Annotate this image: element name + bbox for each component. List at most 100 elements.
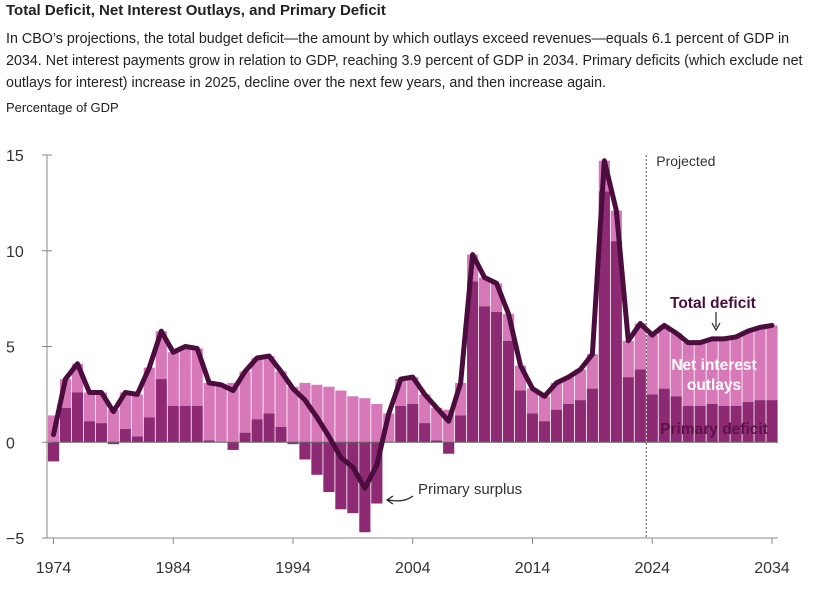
net-interest-bar-2019 [586,354,598,389]
net-interest-bar-1975 [59,379,72,408]
y-axis-label: Percentage of GDP [6,100,119,115]
net-interest-bar-2018 [574,369,586,401]
primary-deficit-bar-2034 [766,400,778,443]
primary-deficit-bar-2023 [634,369,646,443]
net-interest-bar-1995 [299,382,311,443]
primary-deficit-bar-2022 [622,377,634,443]
primary-deficit-bar-1993 [275,426,287,443]
x-tick-label-6: 2034 [754,560,790,577]
primary-deficit-bar-2018 [574,400,586,443]
net-interest-label-line1: Net interest [671,357,756,374]
net-interest-bar-2002 [383,413,395,443]
primary-deficit-bar-1992 [263,413,275,443]
primary-deficit-bar-2001 [371,442,383,504]
primary-deficit-bar-2029 [706,403,718,443]
net-interest-bar-2022 [622,340,634,378]
net-interest-bar-1984 [167,352,179,406]
primary-deficit-bars [47,191,778,533]
net-interest-bar-2011 [490,283,503,313]
primary-deficit-bar-2013 [514,390,527,443]
net-interest-bar-2012 [502,313,515,341]
net-interest-bar-2024 [646,335,658,395]
net-interest-bar-1997 [323,386,335,443]
primary-deficit-bar-2025 [658,388,670,443]
chart-caption: In CBO’s projections, the total budget d… [6,31,803,91]
net-interest-bar-1986 [191,348,203,406]
primary-deficit-bar-1979 [107,442,119,445]
primary-deficit-bar-2027 [682,405,694,443]
primary-deficit-bar-2010 [479,306,491,443]
net-interest-bar-2010 [479,277,491,307]
primary-deficit-bar-2019 [586,388,598,443]
net-interest-bar-2025 [658,325,670,389]
primary-deficit-bar-2016 [550,409,563,443]
net-interest-bar-2005 [419,394,431,424]
net-interest-bar-2001 [371,403,383,443]
net-interest-bar-2030 [718,338,730,406]
primary-deficit-bar-2009 [467,281,479,443]
net-interest-bar-2029 [706,338,718,404]
net-interest-bar-2014 [526,388,539,414]
x-tick-label-2: 1994 [275,560,311,577]
primary-deficit-bar-2021 [610,241,622,443]
y-tick-label-0: 15 [6,148,24,165]
net-interest-bar-1978 [95,392,107,424]
net-interest-bar-2015 [538,396,551,422]
primary-deficit-bar-2004 [407,403,419,443]
net-interest-bar-2004 [407,377,419,404]
net-interest-bar-1993 [275,371,287,427]
primary-deficit-bar-2014 [526,413,539,443]
net-interest-bar-1988 [215,384,227,443]
primary-deficit-bar-2015 [538,421,551,443]
net-interest-bar-1980 [119,392,131,429]
primary-deficit-bar-1978 [95,423,107,443]
net-interest-bars [47,160,778,443]
primary-deficit-bar-1985 [179,405,191,443]
net-interest-bar-2033 [754,327,766,401]
net-interest-bar-1983 [155,331,167,380]
primary-deficit-label: Primary deficit [660,421,768,438]
primary-deficit-bar-1997 [323,442,335,493]
net-interest-bar-1999 [347,396,359,443]
primary-deficit-bar-1996 [311,442,323,475]
primary-deficit-bar-1981 [131,436,143,443]
primary-deficit-bar-1999 [347,442,359,514]
primary-deficit-bar-1980 [119,428,131,443]
primary-deficit-bar-1995 [299,442,311,460]
total-deficit-label: Total deficit [670,295,756,312]
primary-deficit-bar-2024 [646,394,658,443]
x-tick-label-1: 1984 [155,560,191,577]
primary-deficit-bar-1974 [47,442,60,462]
net-interest-bar-2032 [742,331,754,403]
net-interest-bar-1991 [251,357,263,420]
net-interest-bar-2031 [730,336,742,406]
y-tick-labels: 15 10 5 0 −5 [6,148,24,548]
primary-deficit-bar-1986 [191,405,203,443]
total-deficit-line [51,158,775,491]
net-interest-label-line2: outlays [687,377,741,394]
primary-deficit-bar-1982 [143,417,155,443]
y-tick-label-1: 10 [6,244,24,261]
x-tick-label-4: 2014 [515,560,551,577]
primary-deficit-bar-2012 [502,340,515,443]
net-interest-bar-1994 [287,386,299,443]
primary-deficit-bar-1984 [167,405,179,443]
net-interest-bar-2028 [694,342,706,406]
net-interest-bar-2026 [670,333,682,397]
x-tick-labels: 1974 1984 1994 2004 2014 2024 2034 [36,560,790,577]
x-tick-label-5: 2024 [634,560,670,577]
primary-deficit-bar-1977 [83,421,96,443]
primary-deficit-bar-1983 [155,379,167,443]
primary-deficit-bar-1976 [71,392,84,443]
primary-deficit-bar-2006 [431,440,443,443]
primary-deficit-bar-2028 [694,405,706,443]
primary-deficit-bar-1998 [335,442,347,510]
primary-deficit-bar-2033 [754,400,766,443]
primary-deficit-bar-2030 [718,405,730,443]
net-interest-bar-1989 [227,382,239,443]
net-interest-bar-1976 [71,363,84,393]
net-interest-bar-1992 [263,356,275,414]
net-interest-bar-2017 [562,377,575,404]
primary-deficit-bar-2032 [742,402,754,443]
